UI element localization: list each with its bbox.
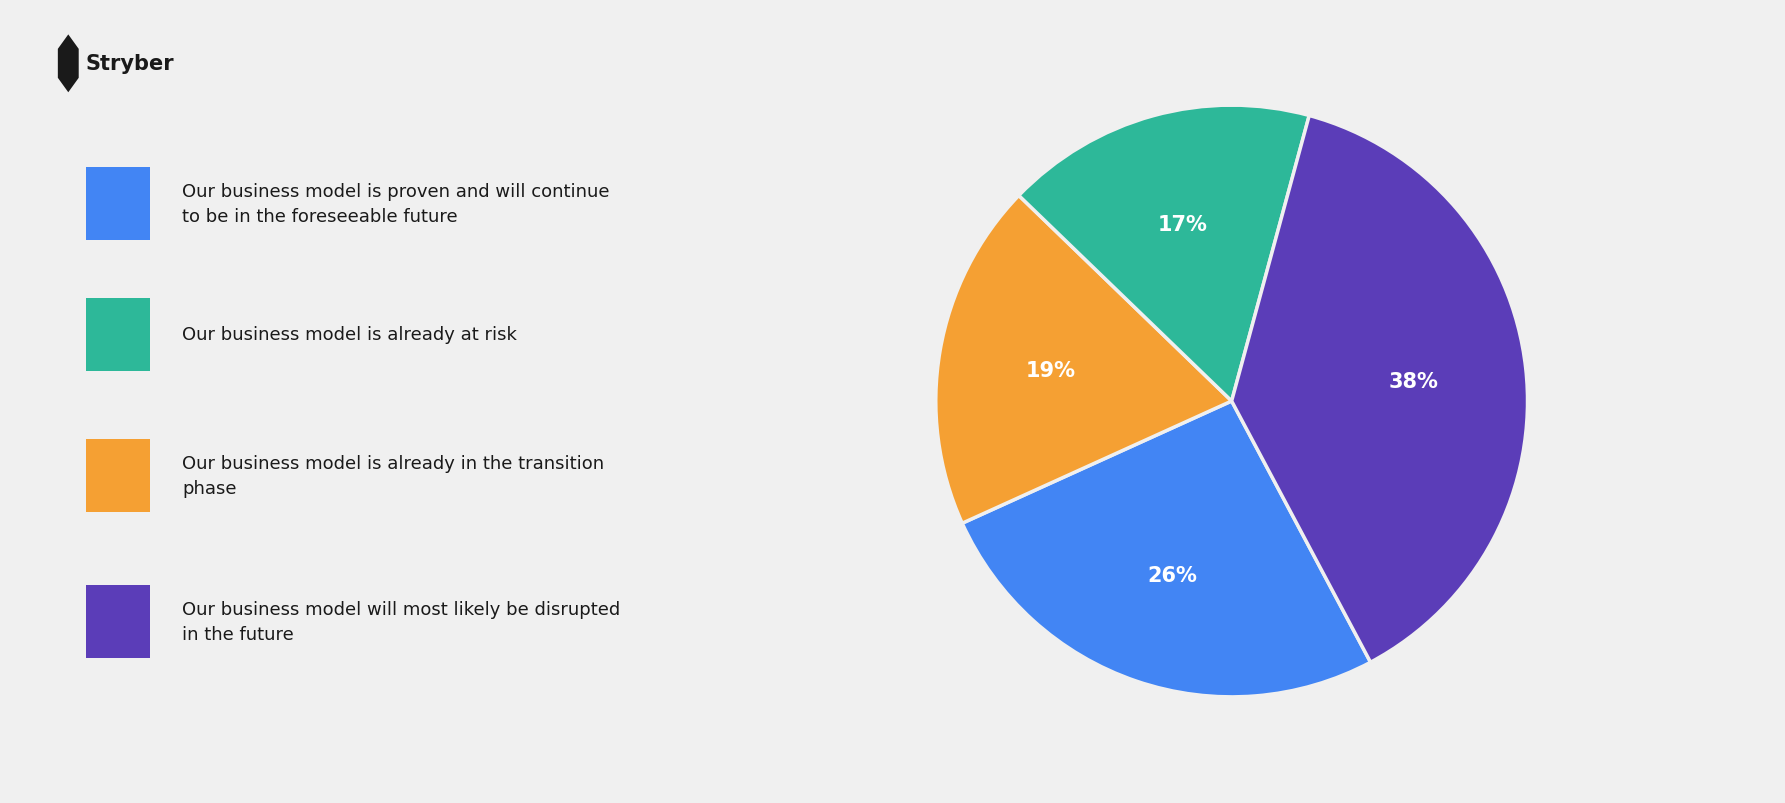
Wedge shape (935, 196, 1232, 524)
Wedge shape (1232, 116, 1528, 662)
Text: Our business model is proven and will continue
to be in the foreseeable future: Our business model is proven and will co… (182, 183, 609, 226)
Text: Our business model will most likely be disrupted
in the future: Our business model will most likely be d… (182, 601, 621, 643)
Wedge shape (1019, 106, 1308, 402)
FancyBboxPatch shape (86, 439, 150, 512)
FancyBboxPatch shape (86, 168, 150, 241)
Text: Stryber: Stryber (86, 55, 175, 74)
FancyBboxPatch shape (86, 298, 150, 371)
Text: 38%: 38% (1389, 371, 1439, 391)
Wedge shape (962, 402, 1371, 697)
Text: Our business model is already at risk: Our business model is already at risk (182, 326, 518, 344)
Text: 26%: 26% (1148, 565, 1198, 585)
Text: Our business model is already in the transition
phase: Our business model is already in the tra… (182, 454, 603, 497)
FancyBboxPatch shape (86, 585, 150, 658)
Text: 19%: 19% (1026, 361, 1076, 381)
Text: 17%: 17% (1158, 215, 1208, 234)
